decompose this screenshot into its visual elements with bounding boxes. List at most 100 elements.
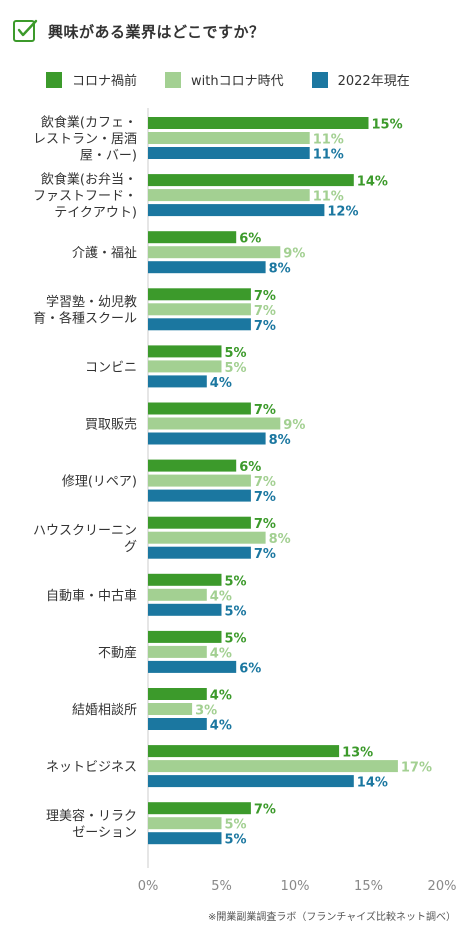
data-label: 5%	[225, 346, 247, 361]
data-label: 14%	[357, 776, 388, 791]
category-label: 介護・福祉	[72, 245, 137, 261]
category-label: ハウスクリーニン	[33, 523, 137, 538]
bar	[148, 489, 251, 502]
data-label: 4%	[210, 719, 232, 734]
data-label: 3%	[195, 704, 217, 719]
category-label: 飲食業(カフェ・	[41, 115, 137, 131]
data-label: 7%	[254, 319, 276, 334]
data-label: 15%	[372, 118, 403, 133]
category-label: 理美容・リラク	[46, 808, 137, 824]
legend-item-with-corona: withコロナ時代	[165, 70, 284, 89]
bar	[148, 204, 325, 217]
x-tick-label: 5%	[211, 879, 232, 894]
bar	[148, 546, 251, 559]
category-label: レストラン・居酒	[33, 132, 137, 147]
legend-swatch	[311, 71, 328, 88]
bar	[148, 288, 251, 301]
bar	[148, 645, 207, 658]
legend-label: withコロナ時代	[191, 74, 284, 89]
category-label: コンビニ	[85, 360, 137, 375]
data-label: 7%	[254, 289, 276, 304]
data-label: 5%	[225, 604, 247, 619]
category-label: ネットビジネス	[46, 760, 137, 775]
data-label: 7%	[254, 547, 276, 562]
bar	[148, 459, 237, 472]
category-label: 買取販売	[85, 417, 137, 433]
bar	[148, 132, 310, 144]
category-label: 不動産	[98, 645, 137, 661]
bar	[148, 474, 251, 487]
x-tick-label: 0%	[138, 879, 159, 894]
bar	[148, 760, 398, 773]
category-label: ファストフード・	[33, 189, 137, 204]
bar	[148, 117, 369, 129]
data-label: 4%	[210, 689, 232, 704]
legend-label: コロナ禍前	[72, 74, 138, 89]
bar	[148, 246, 281, 259]
bar	[148, 832, 222, 845]
bar	[148, 703, 193, 715]
chart-header: 興味がある業界はどこですか？	[12, 16, 265, 46]
category-label: テイクアウト)	[54, 206, 137, 221]
bar	[148, 303, 251, 316]
data-label: 4%	[210, 376, 232, 391]
data-label: 14%	[357, 175, 388, 190]
data-label: 5%	[225, 361, 247, 376]
bar	[148, 531, 266, 544]
data-label: 11%	[313, 190, 344, 205]
x-tick-label: 20%	[428, 879, 457, 894]
bar	[148, 189, 310, 202]
data-label: 9%	[283, 418, 305, 433]
legend-item-corona-before: コロナ禍前	[46, 70, 137, 89]
bar	[148, 231, 237, 244]
bar	[148, 745, 340, 758]
data-label: 7%	[254, 517, 276, 532]
bar	[148, 588, 207, 601]
data-label: 6%	[239, 460, 261, 475]
data-label: 5%	[225, 574, 247, 589]
category-label: 修理(リペア)	[62, 475, 137, 490]
data-label: 13%	[342, 746, 373, 761]
data-label: 4%	[210, 589, 232, 604]
data-label: 7%	[254, 803, 276, 818]
bar	[148, 516, 251, 529]
data-label: 12%	[327, 205, 358, 220]
bar	[148, 817, 222, 830]
category-label: 飲食業(お弁当・	[41, 172, 137, 188]
bar	[148, 360, 222, 373]
data-label: 8%	[269, 532, 291, 547]
data-label: 5%	[225, 631, 247, 646]
x-tick-label: 10%	[281, 879, 310, 894]
legend-item-2022: 2022年現在	[311, 70, 410, 89]
source-footnote: ※開業副業調査ラボ（フランチャイズ比較ネット調べ）	[208, 912, 456, 923]
checkbox-checked-icon	[13, 19, 38, 42]
data-label: 5%	[225, 818, 247, 833]
chart-title: 興味がある業界はどこですか？	[48, 22, 265, 41]
bar	[148, 802, 251, 815]
bar	[148, 147, 310, 159]
bar	[148, 375, 207, 388]
data-label: 9%	[283, 247, 305, 262]
category-label: 学習塾・幼児教	[46, 294, 137, 310]
category-label: 屋・バー)	[80, 149, 137, 164]
bar	[148, 174, 354, 187]
category-label: ゼーション	[72, 825, 137, 840]
data-label: 4%	[210, 646, 232, 661]
category-label: グ	[124, 540, 137, 555]
data-label: 7%	[254, 304, 276, 319]
category-label: 結婚相談所	[72, 702, 137, 718]
data-label: 5%	[225, 833, 247, 848]
bar	[148, 432, 266, 445]
data-label: 17%	[401, 761, 432, 776]
bar	[148, 261, 266, 274]
bar	[148, 775, 354, 788]
bar	[148, 417, 281, 430]
data-label: 8%	[269, 262, 291, 277]
data-label: 7%	[254, 475, 276, 490]
bar	[148, 630, 222, 643]
bar	[148, 688, 207, 700]
bar	[148, 345, 222, 358]
bar	[148, 402, 251, 415]
bar	[148, 660, 237, 673]
